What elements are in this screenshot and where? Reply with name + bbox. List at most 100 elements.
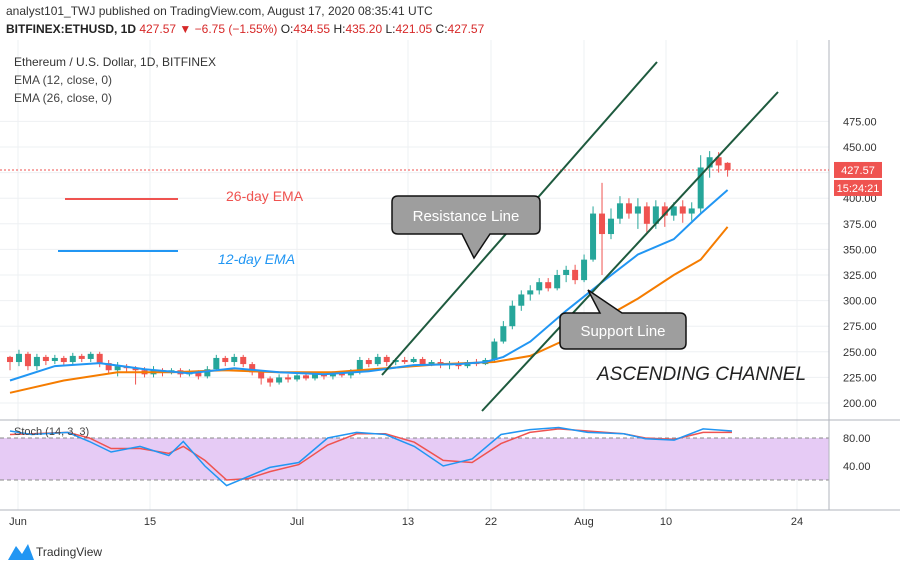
candle-body <box>500 326 507 342</box>
price-tick-label: 275.00 <box>843 321 877 333</box>
time-tick-label: Aug <box>574 516 594 528</box>
candle-body <box>276 377 283 383</box>
candle-body <box>78 355 85 359</box>
chart-title: Ethereum / U.S. Dollar, 1D, BITFINEX <box>14 55 216 69</box>
time-tick-label: 13 <box>402 516 414 528</box>
brand-label: TradingView <box>36 545 102 559</box>
ema26-key-label: 26-day EMA <box>226 188 304 204</box>
candle-body <box>365 359 372 365</box>
ema12-key-label: 12-day EMA <box>218 251 295 267</box>
candle-body <box>634 206 641 214</box>
candle-body <box>607 218 614 235</box>
candle-body <box>33 356 40 367</box>
low-value: 421.05 <box>395 22 433 36</box>
candle-body <box>87 353 94 359</box>
candle-body <box>545 282 552 289</box>
time-tick-label: Jul <box>290 516 304 528</box>
price-tick-label: 450.00 <box>843 142 877 154</box>
price-change: −6.75 (−1.55%) <box>194 22 278 36</box>
resistance-callout <box>391 195 541 260</box>
candle-body <box>554 275 561 289</box>
publish-line: analyst101_TWJ published on TradingView.… <box>6 4 433 18</box>
stoch-tick-label: 40.00 <box>843 461 871 473</box>
candle-body <box>303 375 310 379</box>
price-tick-label: 350.00 <box>843 244 877 256</box>
ascending-channel-label: ASCENDING CHANNEL <box>596 364 806 385</box>
candle-body <box>69 355 76 363</box>
candle-body <box>240 356 247 365</box>
symbol-label: BITFINEX:ETHUSD, 1D <box>6 22 137 36</box>
ema12-line <box>9 189 729 382</box>
price-tick-label: 200.00 <box>843 398 877 410</box>
candle-body <box>428 362 435 365</box>
ema12-legend: EMA (12, close, 0) <box>14 73 112 87</box>
stoch-k-line <box>9 426 733 487</box>
candle-body <box>195 372 202 377</box>
price-tick-label: 250.00 <box>843 347 877 359</box>
low-label: L: <box>385 22 396 36</box>
candle-body <box>392 359 399 363</box>
candle-body <box>329 373 336 377</box>
publish-text: analyst101_TWJ published on TradingView.… <box>6 4 433 18</box>
candle-body <box>581 259 588 281</box>
candle-body <box>114 366 121 371</box>
time-axis-ticks: Jun 15 Jul 13 22 Aug 10 24 <box>9 516 803 528</box>
candle-body <box>679 206 686 214</box>
candle-body <box>231 356 238 363</box>
candle-body <box>572 269 579 281</box>
current-price-value: 427.57 <box>841 165 875 177</box>
candle-body <box>347 372 354 376</box>
candle-body <box>383 356 390 363</box>
candle-body <box>536 282 543 291</box>
close-label: C: <box>435 22 448 36</box>
open-label: O: <box>280 22 294 36</box>
candle-body <box>599 213 606 235</box>
candle-body <box>670 206 677 216</box>
candle-body <box>509 305 516 327</box>
candle-body <box>527 290 534 295</box>
candle-body <box>715 157 722 166</box>
candle-body <box>590 213 597 260</box>
candle-body <box>652 206 659 224</box>
candle-body <box>213 357 220 370</box>
price-axis-ticks: 475.00450.00425.00400.00375.00350.00325.… <box>843 116 877 410</box>
support-callout <box>559 289 687 350</box>
candle-body <box>267 378 274 383</box>
candle-body <box>706 157 713 168</box>
candle-body <box>222 357 229 363</box>
candle-body <box>15 353 22 363</box>
resistance-label: Resistance Line <box>413 208 520 225</box>
countdown-value: 15:24:21 <box>837 183 880 195</box>
symbol-ohlc-line: BITFINEX:ETHUSD, 1D 427.57 ▼ −6.75 (−1.5… <box>6 22 484 36</box>
countdown-tag <box>834 179 882 196</box>
support-trendline[interactable] <box>481 91 779 412</box>
time-tick-label: 10 <box>660 516 672 528</box>
stoch-legend: Stoch (14, 3, 3) <box>14 426 89 438</box>
candle-body <box>491 341 498 360</box>
stoch-tick-label: 80.00 <box>843 433 871 445</box>
grid-lines <box>0 40 829 510</box>
down-arrow-icon: ▼ <box>179 22 192 36</box>
candle-body <box>294 375 301 380</box>
candle-body <box>643 206 650 224</box>
price-tick-label: 400.00 <box>843 193 877 205</box>
close-value: 427.57 <box>447 22 485 36</box>
price-tick-label: 375.00 <box>843 219 877 231</box>
candle-body <box>320 374 327 377</box>
candle-body <box>616 203 623 219</box>
candle-body <box>518 294 525 306</box>
candle-body <box>410 358 417 363</box>
candle-body <box>7 356 13 363</box>
candle-body <box>563 269 570 275</box>
candle-body <box>356 359 363 373</box>
candle-body <box>688 208 695 214</box>
high-value: 435.20 <box>345 22 383 36</box>
candle-body <box>249 364 256 373</box>
candle-body <box>724 162 731 170</box>
ema26-legend: EMA (26, close, 0) <box>14 91 112 105</box>
stoch-axis-ticks: 80.00 40.00 <box>843 433 871 473</box>
time-tick-label: 22 <box>485 516 497 528</box>
last-price: 427.57 <box>139 22 177 36</box>
high-label: H: <box>333 22 346 36</box>
